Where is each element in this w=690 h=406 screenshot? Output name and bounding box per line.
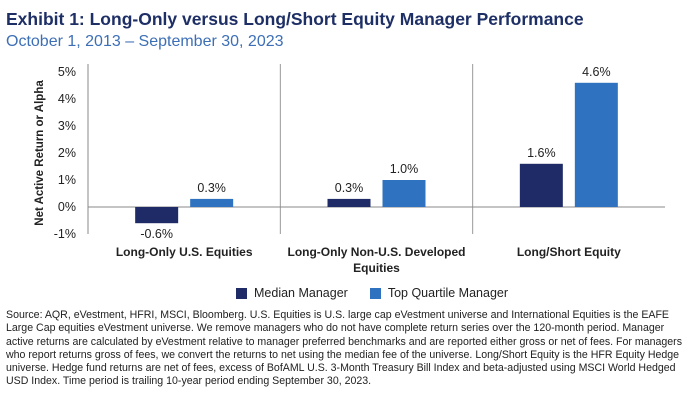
chart-subtitle: October 1, 2013 – September 30, 2023 [6, 33, 284, 50]
data-label: 1.0% [390, 162, 419, 176]
source-note: Source: AQR, eVestment, HFRI, MSCI, Bloo… [6, 309, 682, 388]
bar-top-quartile [190, 198, 234, 207]
data-label: 4.6% [582, 65, 611, 79]
data-label: 0.3% [335, 181, 364, 195]
chart-legend: Median Manager Top Quartile Manager [236, 286, 530, 300]
chart-title: Exhibit 1: Long-Only versus Long/Short E… [6, 9, 584, 29]
y-tick-label: 0% [58, 200, 76, 214]
bar-top-quartile [382, 180, 426, 207]
legend-swatch-median [236, 287, 247, 299]
y-tick-label: 4% [58, 92, 76, 106]
bar-median [519, 163, 563, 207]
bar-chart: 5% 4% 3% 2% 1% 0% -1% Net Active Return or Alph… [34, 64, 665, 275]
legend-label-median: Median Manager [254, 286, 348, 300]
legend-swatch-top-quartile [369, 287, 381, 299]
data-label: 0.3% [197, 181, 226, 195]
y-tick-label: 5% [58, 65, 76, 79]
y-tick-label: 3% [58, 119, 76, 133]
y-axis-title: Net Active Return or Alpha [34, 80, 46, 226]
y-tick-label: 2% [58, 146, 76, 160]
y-tick-label: -1% [54, 227, 76, 241]
legend-label-top-quartile: Top Quartile Manager [387, 286, 509, 300]
bar-median [327, 198, 371, 207]
category-label: Long-Only U.S. Equities [116, 245, 253, 259]
data-label: -0.6% [140, 227, 173, 241]
legend-item-median: Median Manager [236, 286, 348, 300]
category-label: Long/Short Equity [517, 245, 621, 259]
data-label: 1.6% [527, 146, 556, 160]
legend-item-top-quartile: Top Quartile Manager [369, 286, 509, 300]
bar-median [135, 207, 179, 224]
category-label: Equities [353, 261, 400, 275]
bar-top-quartile [574, 82, 618, 207]
category-label: Long-Only Non-U.S. Developed [287, 245, 465, 259]
y-tick-label: 1% [58, 173, 76, 187]
